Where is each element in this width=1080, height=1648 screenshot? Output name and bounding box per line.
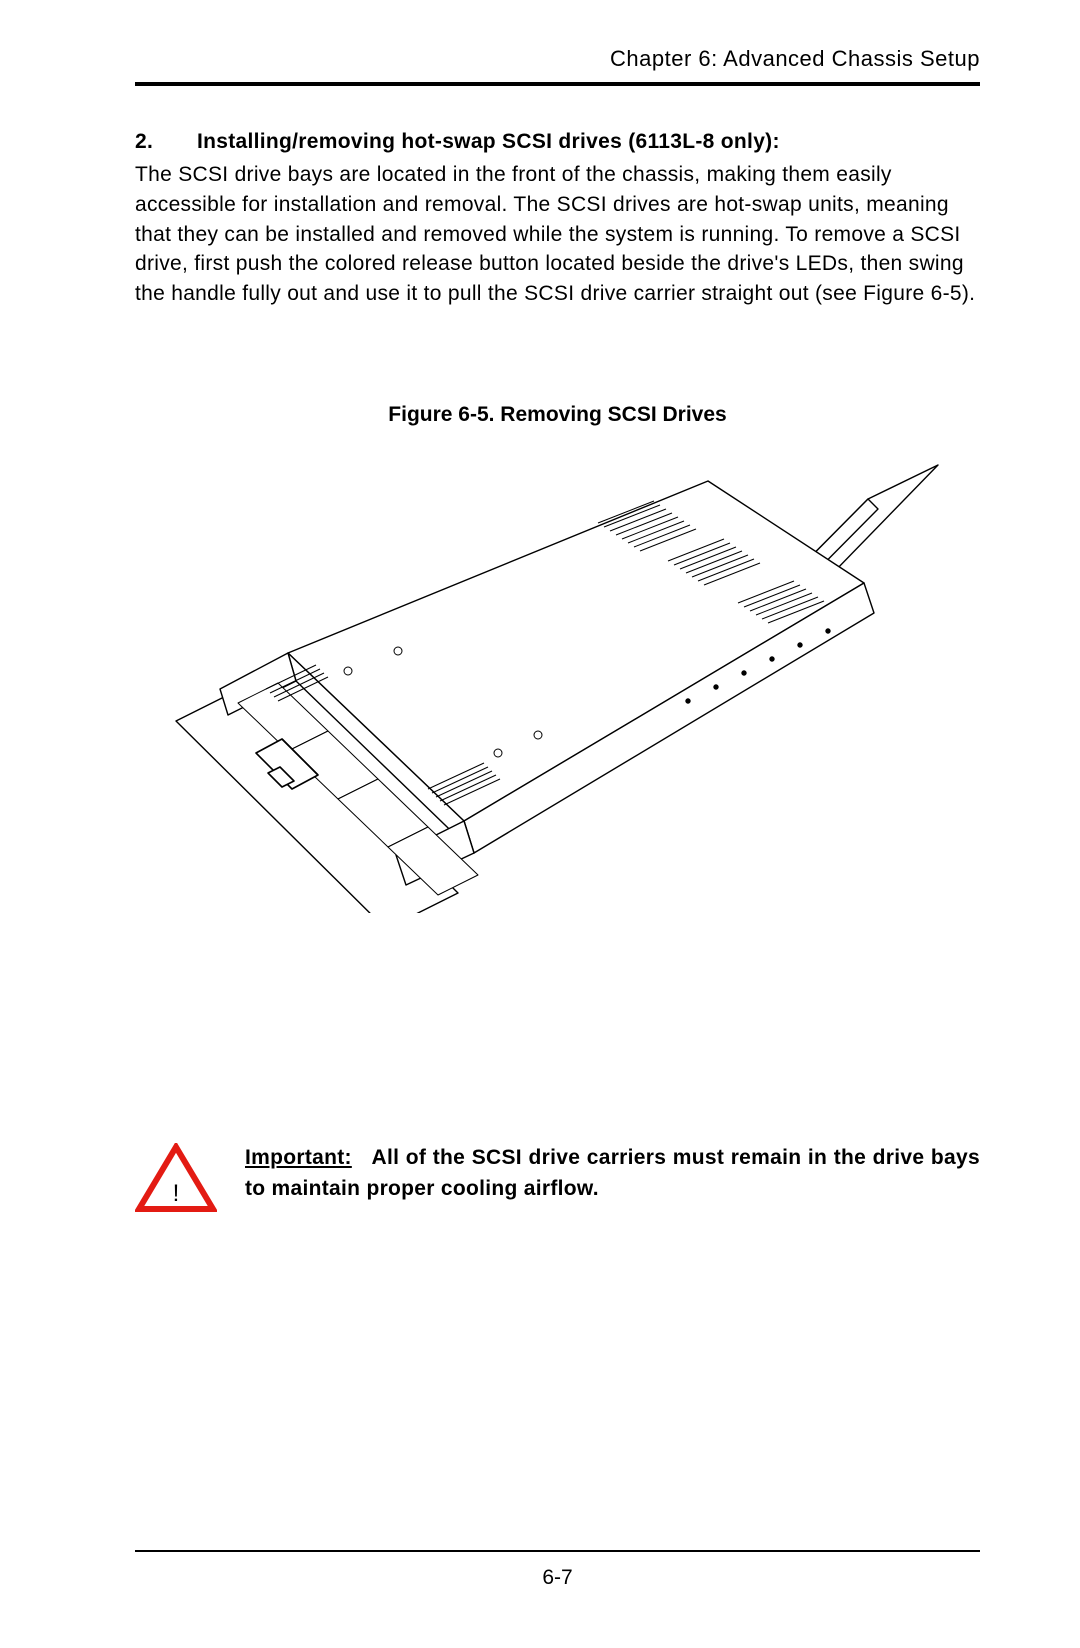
chassis-diagram <box>168 453 948 913</box>
section-body: The SCSI drive bays are located in the f… <box>135 160 980 309</box>
document-page: Chapter 6: Advanced Chassis Setup 2. Ins… <box>135 46 980 1588</box>
important-text: Important: All of the SCSI drive carrier… <box>245 1143 980 1204</box>
page-number: 6-7 <box>135 1566 980 1590</box>
warning-triangle-icon: ! <box>135 1143 217 1215</box>
important-callout: ! Important: All of the SCSI drive carri… <box>135 1143 980 1215</box>
section-title: Installing/removing hot-swap SCSI drives… <box>197 130 780 154</box>
footer-rule <box>135 1550 980 1552</box>
figure-container <box>135 453 980 913</box>
section-heading: 2. Installing/removing hot-swap SCSI dri… <box>135 130 980 154</box>
important-body: All of the SCSI drive carriers must rema… <box>245 1146 980 1199</box>
page-footer: 6-7 <box>135 1550 980 1590</box>
figure-caption: Figure 6-5. Removing SCSI Drives <box>135 403 980 427</box>
chapter-header: Chapter 6: Advanced Chassis Setup <box>135 46 980 82</box>
header-rule <box>135 82 980 86</box>
warning-mark: ! <box>173 1180 180 1207</box>
section-number: 2. <box>135 130 197 154</box>
important-label: Important: <box>245 1146 352 1169</box>
